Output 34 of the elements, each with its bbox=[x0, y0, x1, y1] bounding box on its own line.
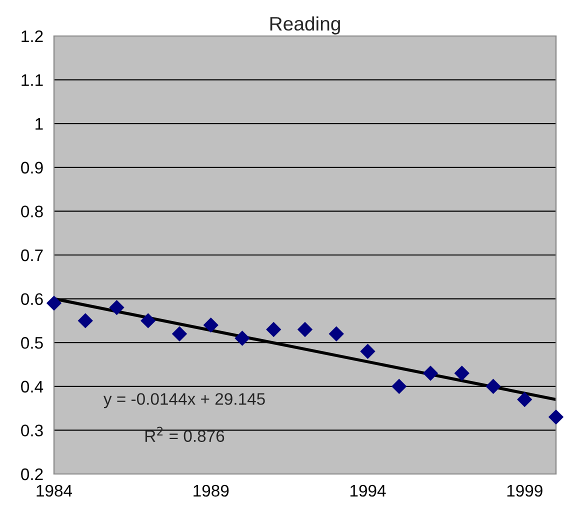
y-tick-label: 1.1 bbox=[22, 74, 43, 86]
chart-title: Reading bbox=[270, 16, 340, 34]
annotation: y = -0.0144x + 29.145 bbox=[103, 393, 265, 408]
point bbox=[517, 392, 532, 408]
y-tick-label: 0.8 bbox=[21, 206, 43, 218]
y-tick-label: 0.4 bbox=[21, 380, 44, 393]
y-tick-label: 0.9 bbox=[21, 162, 43, 174]
point bbox=[454, 366, 470, 381]
point bbox=[203, 317, 218, 333]
point bbox=[172, 326, 188, 342]
point bbox=[78, 313, 93, 328]
y-tick-label: 0.7 bbox=[21, 249, 43, 262]
point bbox=[392, 378, 407, 394]
point bbox=[360, 344, 376, 359]
point bbox=[109, 300, 124, 316]
x-tick-label: 1994 bbox=[350, 484, 386, 497]
x-tick-label: 1984 bbox=[36, 484, 72, 497]
point bbox=[422, 366, 438, 381]
y-tick-label: 0.3 bbox=[21, 424, 43, 436]
y-tick-label: 0.2 bbox=[21, 468, 43, 480]
y-tick-label: 1.2 bbox=[22, 30, 43, 42]
point bbox=[266, 322, 282, 338]
point bbox=[140, 313, 156, 328]
x-tick-label: 1999 bbox=[507, 484, 542, 497]
point bbox=[328, 326, 344, 342]
point bbox=[297, 322, 313, 338]
point bbox=[46, 296, 62, 311]
y-tick-label: 0.6 bbox=[21, 293, 43, 306]
y-tick-label: 0.5 bbox=[21, 337, 43, 349]
x-tick-label: 1989 bbox=[194, 484, 229, 497]
point bbox=[548, 409, 564, 425]
point bbox=[234, 330, 250, 346]
y-tick-label: 1 bbox=[36, 118, 43, 130]
point bbox=[486, 378, 501, 394]
